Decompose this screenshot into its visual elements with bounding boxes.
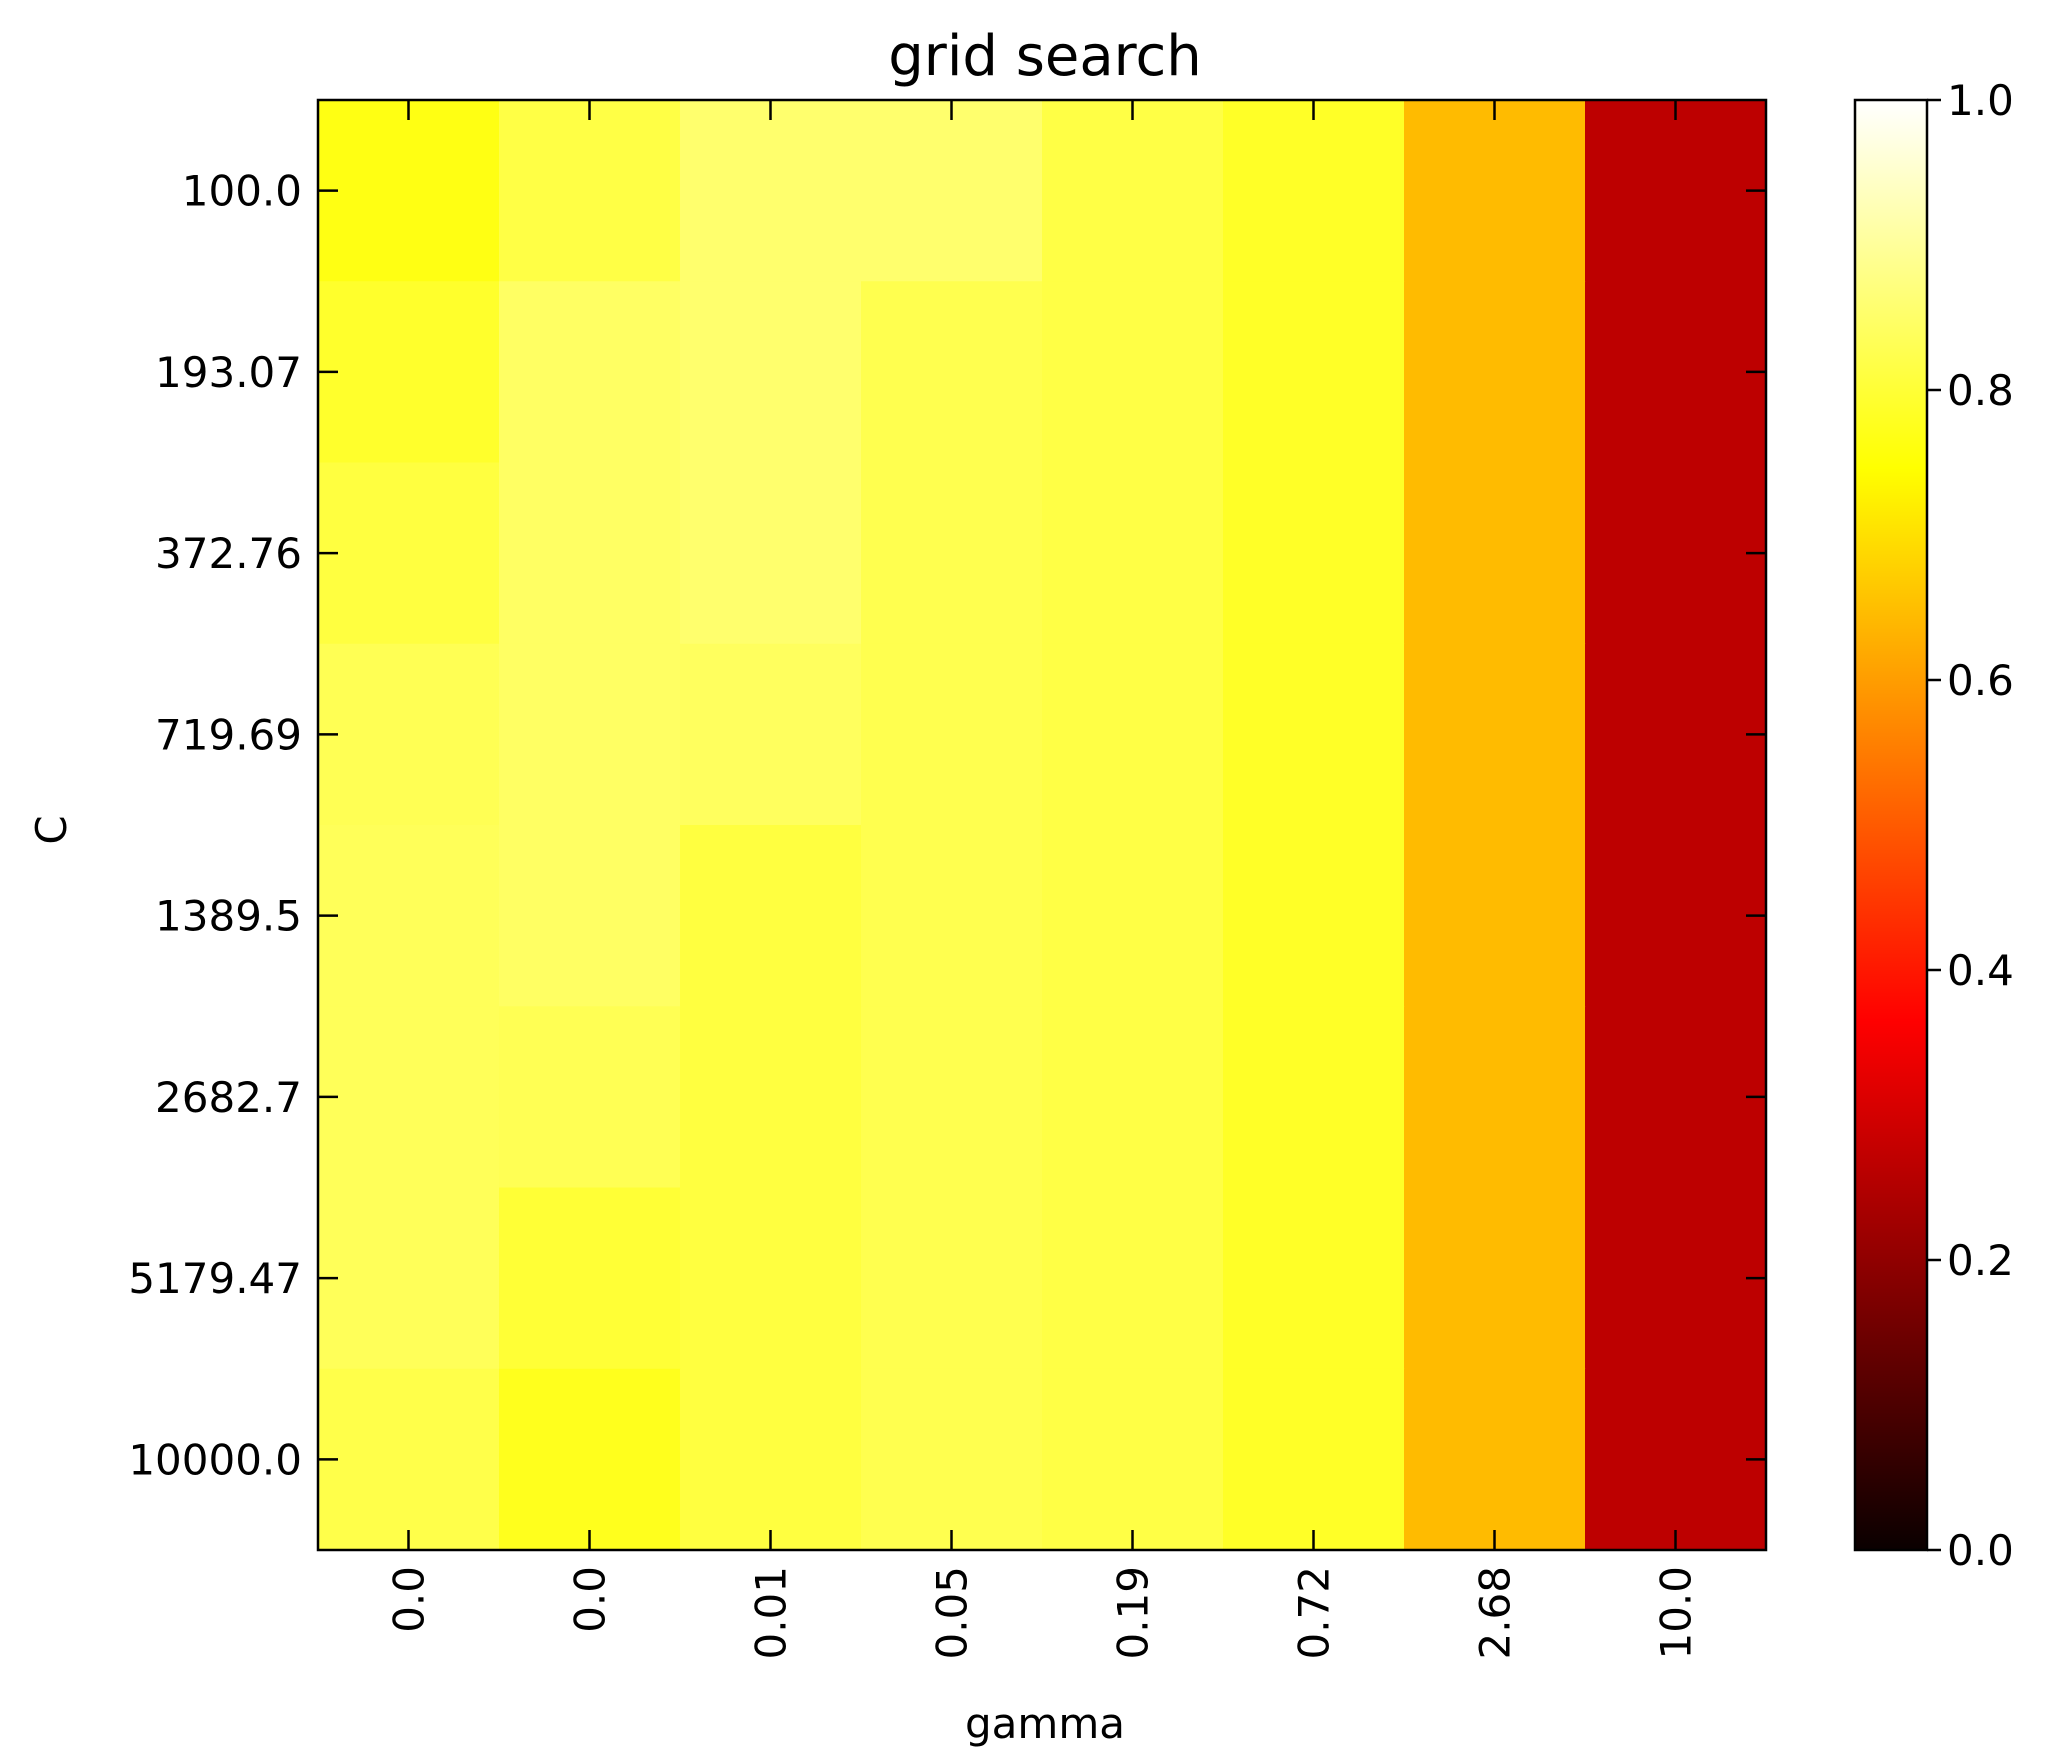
x-tick-label: 0.19 [1109,1566,1158,1660]
chart-title: grid search [888,24,1202,89]
heatmap-cell-r5-c1 [499,1006,681,1189]
heatmap-cell-r2-c5 [1223,462,1405,645]
heatmap-cell-r7-c7 [1585,1368,1767,1551]
heatmap-cell-r2-c4 [1042,462,1224,645]
y-tick-label: 2682.7 [155,1073,302,1122]
y-tick-label: 100.0 [182,167,302,216]
heatmap-cell-r1-c4 [1042,281,1224,464]
heatmap-cell-r1-c6 [1404,281,1586,464]
colorbar-gradient [1855,100,1927,1550]
heatmap-cell-r0-c0 [318,100,500,282]
y-tick-label: 193.07 [155,348,302,397]
heatmap-cell-r5-c0 [318,1006,500,1189]
colorbar-tick-label: 1.0 [1947,76,2014,125]
heatmap-cell-r4-c0 [318,825,500,1007]
colorbar-tick-label: 0.2 [1947,1236,2014,1285]
heatmap-cell-r1-c3 [861,281,1043,464]
heatmap-cell-r2-c7 [1585,462,1767,645]
heatmap-cell-r4-c1 [499,825,681,1007]
colorbar-tick-label: 0.0 [1947,1526,2014,1575]
heatmap-cell-r6-c0 [318,1187,500,1370]
heatmap-cell-r2-c6 [1404,462,1586,645]
heatmap-cell-r6-c7 [1585,1187,1767,1370]
axis-ticks [318,100,1766,1550]
heatmap-cell-r0-c2 [680,100,862,282]
heatmap-cell-r4-c7 [1585,825,1767,1007]
heatmap-cell-r7-c2 [680,1368,862,1551]
heatmap-cell-r0-c7 [1585,100,1767,282]
heatmap-cell-r7-c6 [1404,1368,1586,1551]
heatmap-cell-r6-c4 [1042,1187,1224,1370]
heatmap-cell-r3-c3 [861,643,1043,826]
x-tick-label: 0.0 [385,1566,434,1633]
colorbar-tick-label: 0.8 [1947,366,2014,415]
heatmap-cell-r6-c6 [1404,1187,1586,1370]
heatmap-cell-r4-c6 [1404,825,1586,1007]
heatmap-cell-r7-c5 [1223,1368,1405,1551]
x-tick-label: 0.01 [747,1566,796,1660]
heatmap-cell-r7-c4 [1042,1368,1224,1551]
heatmap-cell-r7-c0 [318,1368,500,1551]
colorbar-tick-label: 0.4 [1947,946,2014,995]
tick-labels: 100.0 193.07 372.76 719.69 1389.5 2682.7 5179.… [128,167,1700,1660]
heatmap-cell-r5-c3 [861,1006,1043,1189]
x-tick-label: 0.0 [566,1566,615,1633]
heatmap-cell-r3-c2 [680,643,862,826]
heatmap-cell-r5-c5 [1223,1006,1405,1189]
heatmap-cell-r2-c0 [318,462,500,645]
heatmap-cell-r0-c1 [499,100,681,282]
y-tick-label: 10000.0 [128,1435,302,1484]
heatmap-cell-r4-c5 [1223,825,1405,1007]
heatmap-cell-r3-c7 [1585,643,1767,826]
heatmap-cell-r7-c1 [499,1368,681,1551]
heatmap-cell-r1-c1 [499,281,681,464]
heatmap-cell-r1-c0 [318,281,500,464]
heatmap-cell-r3-c4 [1042,643,1224,826]
heatmap-cell-r3-c0 [318,643,500,826]
heatmap-cell-r2-c1 [499,462,681,645]
heatmap-cell-r3-c1 [499,643,681,826]
x-tick-label: 0.72 [1290,1566,1339,1660]
y-tick-label: 719.69 [155,710,302,759]
colorbar-ticks: 0.0 0.2 0.4 0.6 0.8 1.0 [1927,76,2014,1575]
heatmap-cell-r2-c3 [861,462,1043,645]
heatmap-cell-r3-c6 [1404,643,1586,826]
x-axis-label: gamma [965,1699,1125,1748]
heatmap-cell-r5-c6 [1404,1006,1586,1189]
heatmap-cell-r6-c1 [499,1187,681,1370]
heatmap-cell-r3-c5 [1223,643,1405,826]
y-axis-label: C [27,815,76,844]
heatmap-cell-r4-c3 [861,825,1043,1007]
heatmap-cell-r4-c2 [680,825,862,1007]
heatmap-cell-r6-c3 [861,1187,1043,1370]
y-tick-label: 5179.47 [128,1254,302,1303]
y-tick-label: 1389.5 [155,892,302,941]
heatmap-cell-r6-c2 [680,1187,862,1370]
heatmap-cell-r5-c2 [680,1006,862,1189]
colorbar-frame [1853,98,1929,1552]
heatmap-cell-r1-c2 [680,281,862,464]
colorbar: 0.0 0.2 0.4 0.6 0.8 1.0 [1853,76,2014,1575]
heatmap-cell-r0-c6 [1404,100,1586,282]
heatmap-cell-r1-c7 [1585,281,1767,464]
axes-frame [316,98,1768,1552]
x-tick-label: 10.0 [1652,1566,1701,1660]
y-tick-label: 372.76 [155,529,302,578]
heatmap-cell-r5-c7 [1585,1006,1767,1189]
heatmap-cell-r6-c5 [1223,1187,1405,1370]
x-tick-label: 0.05 [928,1566,977,1660]
heatmap-cells [318,100,1767,1551]
heatmap-cell-r4-c4 [1042,825,1224,1007]
heatmap-cell-r1-c5 [1223,281,1405,464]
heatmap-cell-r0-c4 [1042,100,1224,282]
heatmap-cell-r0-c3 [861,100,1043,282]
heatmap-cell-r0-c5 [1223,100,1405,282]
heatmap-cell-r2-c2 [680,462,862,645]
colorbar-tick-label: 0.6 [1947,656,2014,705]
heatmap-cell-r5-c4 [1042,1006,1224,1189]
x-tick-label: 2.68 [1471,1566,1520,1660]
heatmap-cell-r7-c3 [861,1368,1043,1551]
